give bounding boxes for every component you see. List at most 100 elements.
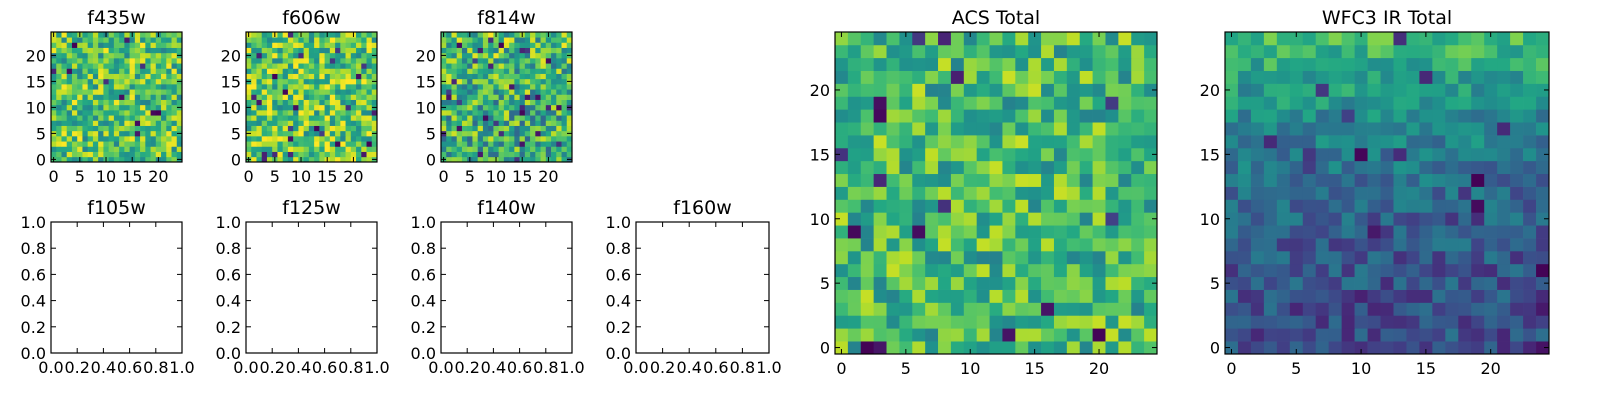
heatmap-cell bbox=[456, 151, 463, 158]
heatmap-cell bbox=[472, 156, 479, 163]
heatmap-cell bbox=[124, 63, 130, 69]
heatmap-cell bbox=[963, 147, 978, 162]
y-tick-label: 10 bbox=[1200, 210, 1220, 229]
heatmap-cell bbox=[303, 68, 310, 74]
heatmap-cell bbox=[340, 52, 346, 59]
heatmap-cell bbox=[1445, 250, 1459, 265]
heatmap-cell bbox=[145, 130, 151, 137]
heatmap-cell bbox=[456, 47, 463, 54]
heatmap-cell bbox=[503, 47, 510, 54]
heatmap-cell bbox=[556, 156, 562, 163]
heatmap-cell bbox=[540, 104, 547, 111]
heatmap-cell bbox=[361, 84, 367, 90]
heatmap-cell bbox=[1066, 70, 1081, 84]
heatmap-cell bbox=[498, 89, 505, 95]
heatmap-cell bbox=[314, 89, 320, 95]
heatmap-cell bbox=[251, 141, 257, 147]
y-tick-label: 0.8 bbox=[21, 239, 46, 258]
heatmap-cell bbox=[847, 70, 862, 84]
heatmap-cell bbox=[477, 68, 484, 74]
heatmap-cell bbox=[1225, 199, 1239, 213]
heatmap-cell bbox=[1250, 70, 1265, 84]
heatmap-cell bbox=[272, 47, 278, 54]
heatmap-cell bbox=[335, 52, 341, 59]
heatmap-cell bbox=[92, 32, 99, 38]
heatmap-cell bbox=[129, 84, 136, 90]
heatmap-cell bbox=[134, 78, 141, 85]
heatmap-cell bbox=[303, 47, 310, 54]
heatmap-cell bbox=[963, 263, 978, 278]
y-tick-label: 0.8 bbox=[411, 239, 436, 258]
heatmap-cell bbox=[361, 32, 367, 38]
heatmap-cell bbox=[140, 37, 146, 43]
heatmap-cell bbox=[345, 146, 352, 152]
heatmap-cell bbox=[556, 68, 562, 74]
heatmap-cell bbox=[1484, 341, 1498, 355]
heatmap-cell bbox=[251, 52, 257, 59]
heatmap-cell bbox=[298, 89, 304, 95]
heatmap-cell bbox=[1445, 289, 1459, 303]
heatmap-cell bbox=[1536, 263, 1550, 278]
heatmap-cell bbox=[938, 44, 952, 59]
heatmap-cell bbox=[873, 212, 887, 226]
heatmap-cell bbox=[124, 156, 130, 163]
heatmap-cell bbox=[860, 186, 874, 200]
heatmap-cell bbox=[1419, 225, 1433, 239]
heatmap-cell bbox=[246, 73, 252, 80]
heatmap-cell bbox=[1393, 109, 1407, 123]
heatmap-cell bbox=[1144, 263, 1158, 278]
x-tick-label: 0.8 bbox=[730, 358, 755, 377]
heatmap-cell bbox=[66, 110, 73, 116]
heatmap-cell bbox=[950, 238, 965, 252]
heatmap-cell bbox=[1523, 57, 1537, 71]
heatmap-cell bbox=[171, 32, 178, 38]
heatmap-cell bbox=[938, 315, 952, 329]
heatmap-cell bbox=[886, 147, 900, 162]
heatmap-cell bbox=[1380, 147, 1394, 162]
heatmap-cell bbox=[293, 58, 299, 64]
heatmap-cell bbox=[1328, 44, 1342, 59]
heatmap-cell bbox=[319, 42, 325, 48]
heatmap-cell bbox=[251, 130, 257, 137]
heatmap-cell bbox=[1041, 199, 1055, 213]
heatmap-cell bbox=[129, 63, 136, 69]
heatmap-cell bbox=[1380, 160, 1394, 175]
heatmap-cell bbox=[963, 32, 978, 46]
heatmap-cell bbox=[61, 156, 68, 163]
heatmap-cell bbox=[155, 99, 162, 106]
heatmap-cell bbox=[282, 141, 289, 147]
heatmap-cell bbox=[461, 84, 468, 90]
heatmap-cell bbox=[56, 58, 62, 64]
heatmap-cell bbox=[566, 68, 573, 74]
heatmap-cell bbox=[361, 52, 367, 59]
heatmap-cell bbox=[150, 99, 157, 106]
heatmap-cell bbox=[1105, 147, 1119, 162]
heatmap-cell bbox=[92, 99, 99, 106]
heatmap-cell bbox=[488, 63, 494, 69]
heatmap-cell bbox=[103, 42, 109, 48]
heatmap-cell bbox=[61, 110, 68, 116]
heatmap-cell bbox=[1380, 135, 1394, 149]
heatmap-cell bbox=[1367, 135, 1381, 149]
heatmap-cell bbox=[561, 63, 568, 69]
heatmap-cell bbox=[1406, 70, 1420, 84]
heatmap-cell bbox=[140, 110, 146, 116]
heatmap-cell bbox=[1237, 32, 1252, 46]
heatmap-cell bbox=[1458, 315, 1472, 329]
heatmap-cell bbox=[361, 130, 367, 137]
heatmap-cell bbox=[129, 52, 136, 59]
heatmap-cell bbox=[1144, 250, 1158, 265]
heatmap-cell bbox=[1263, 212, 1278, 226]
heatmap-cell bbox=[161, 84, 167, 90]
heatmap-cell bbox=[1328, 70, 1342, 84]
heatmap-cell bbox=[256, 120, 263, 126]
heatmap-cell bbox=[1225, 160, 1239, 175]
heatmap-cell bbox=[308, 47, 315, 54]
heatmap-cell bbox=[1367, 289, 1381, 303]
heatmap-cell bbox=[66, 78, 73, 85]
heatmap-cell bbox=[860, 263, 874, 278]
heatmap-cell bbox=[566, 84, 573, 90]
heatmap-cell bbox=[561, 136, 568, 142]
heatmap-cell bbox=[113, 63, 120, 69]
heatmap-cell bbox=[77, 151, 83, 158]
